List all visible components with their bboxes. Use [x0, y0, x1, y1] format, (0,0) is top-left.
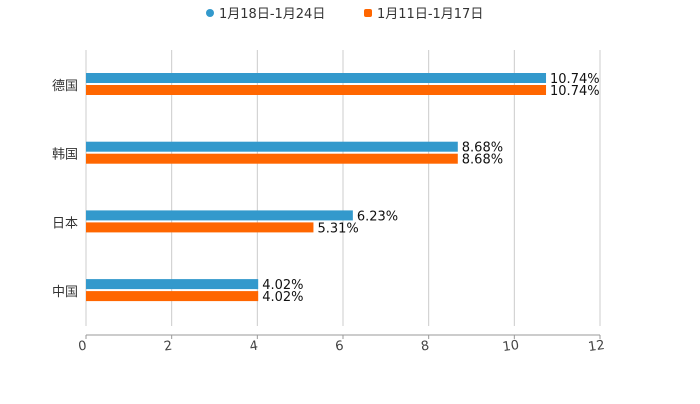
bar-1 — [86, 291, 259, 302]
legend-marker-0 — [206, 9, 214, 17]
category-label: 韩国 — [52, 148, 78, 163]
x-tick-label: 4 — [249, 339, 259, 355]
data-label-0: 4.02% — [262, 278, 303, 293]
data-label-0: 10.74% — [550, 72, 600, 87]
data-label-0: 6.23% — [357, 209, 398, 224]
x-axis: 0 2 4 6 8 10 12 — [77, 334, 606, 355]
x-tick-label: 8 — [420, 339, 430, 355]
category-label: 中国 — [52, 285, 78, 300]
data-label-0: 8.68% — [462, 141, 503, 156]
legend-label-0: 1月18日-1月24日 — [219, 7, 325, 22]
x-tick-label: 12 — [587, 338, 605, 355]
data-label-1: 5.31% — [317, 221, 358, 236]
bar-0 — [86, 73, 547, 83]
legend-marker-1 — [364, 9, 372, 17]
bar-0 — [86, 279, 259, 290]
x-tick-label: 2 — [163, 339, 173, 355]
data-label-1: 8.68% — [462, 153, 503, 168]
grid — [85, 50, 601, 326]
category-label: 日本 — [52, 216, 78, 231]
x-tick-label: 0 — [77, 339, 87, 355]
bar-0 — [86, 210, 353, 221]
x-tick-label: 6 — [334, 339, 344, 355]
bar-1 — [86, 85, 547, 95]
legend-label-1: 1月11日-1月17日 — [377, 7, 483, 22]
data-label-1: 10.74% — [550, 84, 600, 99]
category-label: 德国 — [52, 79, 78, 94]
bar-1 — [86, 153, 458, 164]
bar-0 — [86, 141, 458, 152]
bar-1 — [86, 222, 314, 233]
legend: 1月18日-1月24日 1月11日-1月17日 — [206, 7, 483, 22]
x-tick-label: 10 — [502, 338, 520, 355]
bars: 10.74%10.74% 8.68%8.68% 6.23%5.31% 4.02%4.0… — [86, 72, 600, 305]
data-label-1: 4.02% — [262, 290, 303, 305]
